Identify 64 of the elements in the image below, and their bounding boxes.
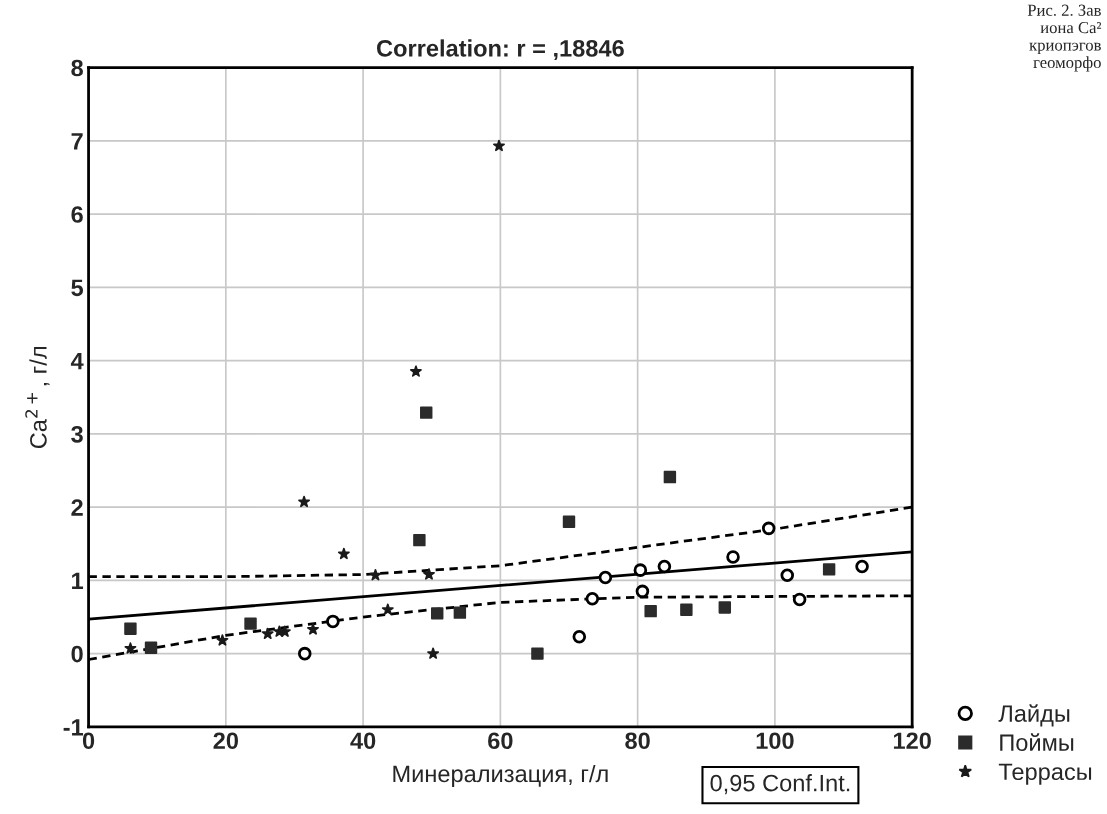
point [381, 603, 394, 615]
point [453, 606, 467, 619]
x-tick-label: 60 [488, 732, 513, 750]
y-axis-title: Ca$^{2+}$, г/л [25, 347, 50, 449]
y-tick-label: 7 [71, 133, 83, 150]
y-tick-label: 3 [71, 425, 83, 443]
point [726, 550, 740, 564]
point [855, 559, 869, 574]
x-tick-label: 120 [893, 732, 931, 750]
point [326, 614, 340, 629]
x-tick-label: 100 [756, 732, 794, 750]
point [822, 563, 836, 576]
point [633, 563, 648, 577]
point [761, 521, 776, 536]
legend-label: Поймы [1000, 733, 1074, 752]
y-tick-label: 2 [71, 499, 83, 516]
text: 0,95 Conf.Int. [710, 774, 850, 795]
point [657, 559, 672, 574]
point [663, 470, 677, 484]
y-tick-label: 5 [71, 279, 84, 297]
point [644, 604, 657, 618]
x-tick-label: 40 [350, 732, 376, 750]
legend-label: Террасы [998, 763, 1092, 785]
point [431, 607, 444, 620]
x-axis-title: Минерализация, г/л [393, 764, 608, 787]
point [261, 627, 274, 640]
x-tick-label: 0 [82, 732, 95, 750]
chart-title: Correlation: r = ,18846 [377, 39, 624, 61]
point [598, 570, 613, 585]
y-tick-label: -1 [63, 719, 84, 736]
point [680, 603, 693, 616]
x-tick-label: 80 [625, 732, 650, 750]
point [585, 591, 600, 606]
y-tick-label: 8 [71, 59, 83, 77]
point [792, 592, 807, 607]
x-tick-label: 20 [213, 732, 238, 750]
point [420, 406, 433, 419]
point [427, 647, 440, 659]
text: Рис. 2. Зав иона Ca² криопэгов геоморфо [1027, 4, 1102, 72]
point [307, 623, 319, 635]
point [124, 642, 137, 654]
point [216, 634, 229, 646]
point [780, 568, 795, 583]
point [298, 495, 311, 508]
point [531, 647, 544, 660]
y-tick-label: 1 [72, 572, 84, 589]
point [413, 533, 426, 547]
point [562, 515, 576, 528]
point [409, 365, 422, 377]
point [718, 601, 732, 614]
point [144, 641, 158, 654]
y-tick-label: 0 [71, 645, 83, 663]
point [124, 622, 137, 635]
point [493, 139, 505, 152]
legend-label: Лайды [998, 704, 1070, 727]
y-tick-label: 6 [71, 206, 83, 223]
point [244, 617, 257, 630]
y-tick-label: 4 [70, 352, 84, 370]
point [337, 547, 350, 560]
point [635, 584, 650, 599]
point [423, 568, 435, 580]
point [297, 646, 312, 661]
point [572, 630, 587, 644]
point [369, 569, 382, 581]
